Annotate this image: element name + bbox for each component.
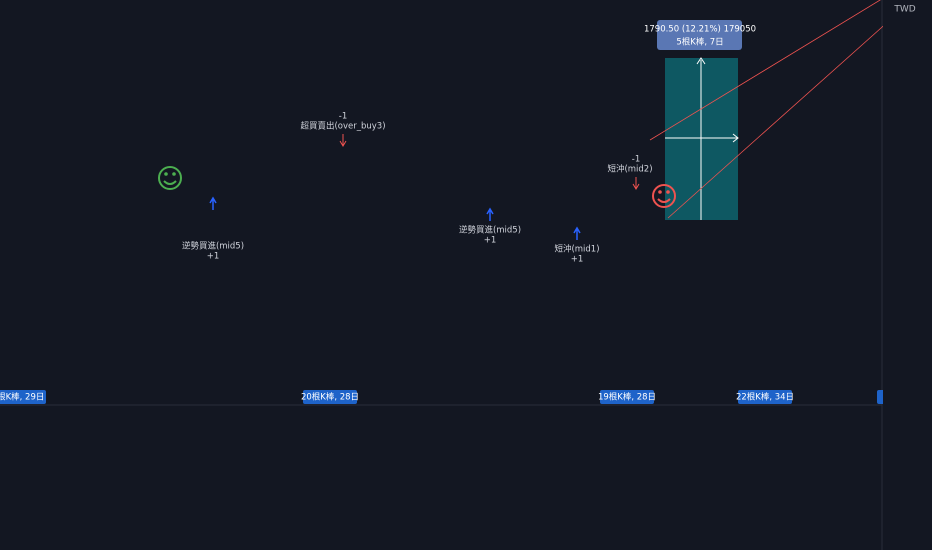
sell-arrow [339, 134, 347, 147]
currency: TWD [893, 5, 915, 15]
annotation-signal: +1 [484, 236, 497, 246]
annotation-signal: +1 [571, 255, 584, 265]
annotation-signal: -1 [632, 155, 640, 165]
count-badge: 22根K棒, 34日 [736, 392, 794, 403]
smiley-green [158, 166, 182, 190]
buy-arrow [573, 226, 581, 240]
measure-text: 1790.50 (12.21%) 179050 [644, 25, 756, 35]
count-badge: 19根K棒, 28日 [598, 392, 656, 403]
annotation-signal: -1 [339, 112, 347, 122]
count-badge: 20根K棒, 28日 [301, 392, 359, 403]
measure-arrow-head [696, 57, 706, 65]
buy-arrow [209, 196, 217, 210]
sell-arrow [632, 177, 640, 190]
count-badges: 8根K棒, 29日 20根K棒, 28日 19根K棒, 28日 22根K棒, 3… [0, 390, 897, 404]
annotation-text: 逆勢買進(mid5) [459, 225, 521, 236]
measure-label [657, 20, 742, 50]
annotation-text: 短沖(mid2) [607, 164, 652, 175]
trend-line [649, 0, 881, 141]
count-badge: 8根K棒, 29日 [0, 392, 44, 403]
measure-arrow-head [732, 133, 739, 143]
annotation-signal: +1 [207, 252, 220, 262]
annotation-text: 逆勢買進(mid5) [182, 241, 244, 252]
buy-arrow [486, 207, 494, 221]
annotation-text: 短沖(mid1) [554, 244, 599, 255]
annotation-text: 超買賣出(over_buy3) [300, 121, 385, 132]
trend-line [667, 19, 891, 219]
measure-text: 5根K棒, 7日 [676, 37, 723, 48]
axis-panel [883, 0, 932, 550]
smiley-red [652, 184, 676, 208]
